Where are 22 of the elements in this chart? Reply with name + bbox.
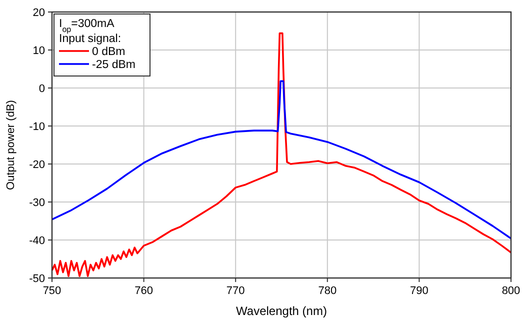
x-tick-label: 770 [226,285,245,297]
y-tick-label: -40 [29,235,45,247]
x-tick-label: 750 [42,285,62,297]
y-tick-label: -50 [29,273,45,285]
y-tick-label: 20 [32,7,45,19]
line-series [51,32,512,277]
y-tick-label: -30 [29,197,45,209]
legend-label: 0 dBm [92,46,126,58]
y-tick-label: -10 [29,121,45,133]
y-axis-title: Output power (dB) [5,100,17,190]
y-tick-label: 0 [38,83,45,95]
x-axis-title: Wavelength (nm) [236,304,327,318]
legend-label: -25 dBm [92,59,136,71]
line-series [51,80,512,240]
legend-title: Input signal: [59,33,122,45]
x-tick-label: 790 [410,285,428,297]
y-tick-label: 10 [32,45,45,57]
annotation: I$_{op}$=300mA [59,18,115,34]
y-tick-label: -20 [29,159,45,171]
x-tick-label: 780 [318,285,337,297]
x-tick-label: 760 [134,285,153,297]
x-tick-label: 800 [502,285,520,297]
